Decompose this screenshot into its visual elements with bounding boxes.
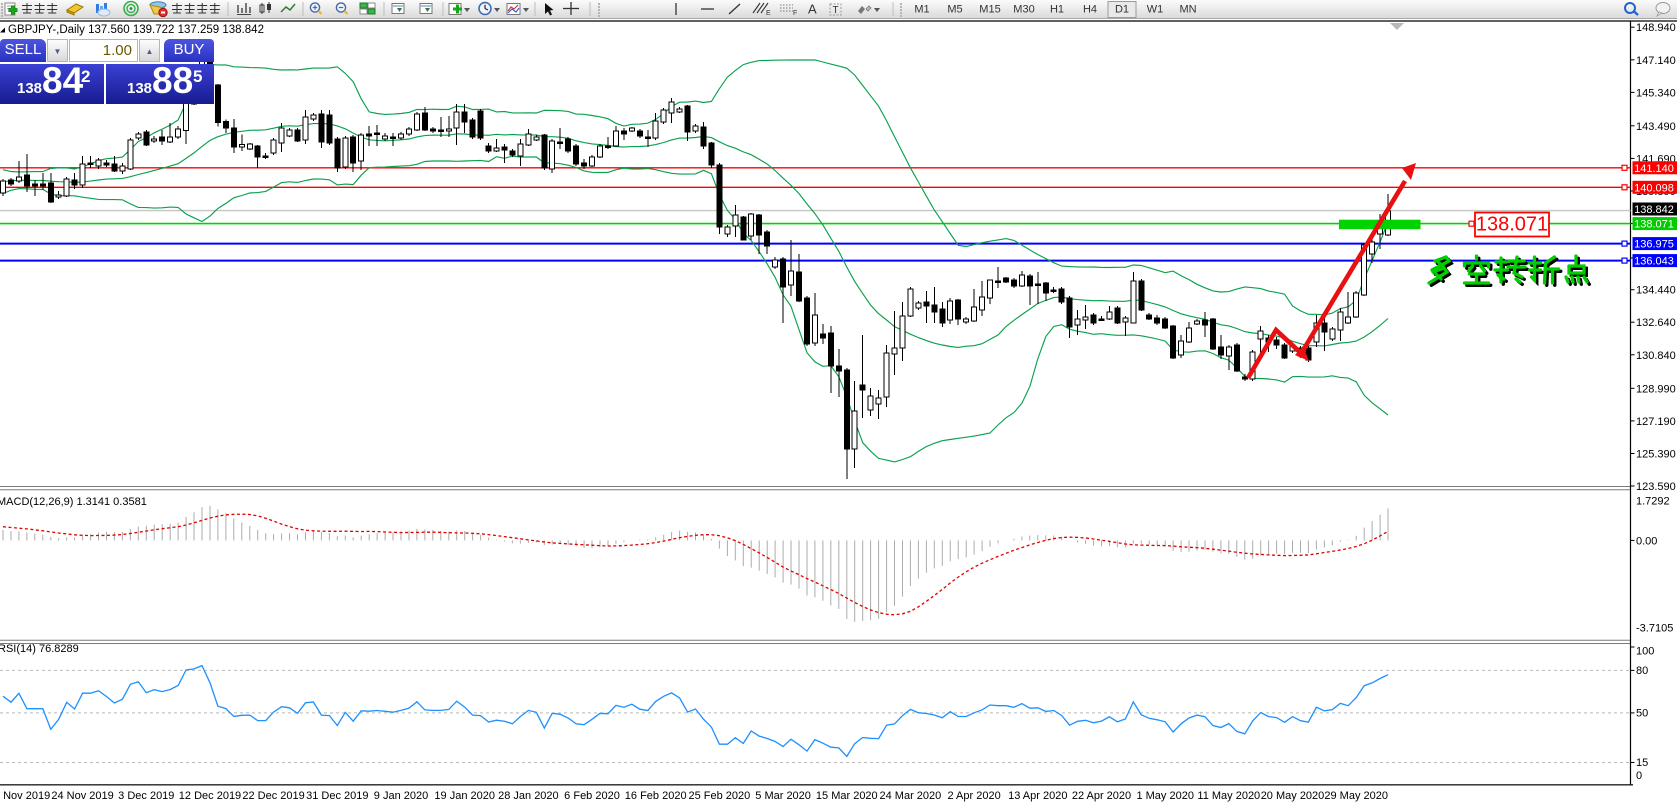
svg-text:138.842: 138.842 bbox=[1634, 204, 1674, 216]
svg-text:100: 100 bbox=[1636, 646, 1654, 658]
svg-text:14 Nov 2019: 14 Nov 2019 bbox=[0, 790, 50, 802]
svg-text:12 Dec 2019: 12 Dec 2019 bbox=[179, 790, 241, 802]
svg-text:145.340: 145.340 bbox=[1636, 87, 1676, 99]
svg-text:128.990: 128.990 bbox=[1636, 383, 1676, 395]
svg-text:E: E bbox=[766, 10, 771, 17]
svg-text:148.940: 148.940 bbox=[1636, 22, 1676, 34]
svg-text:RSI(14) 76.8289: RSI(14) 76.8289 bbox=[0, 643, 79, 655]
svg-text:1 May 2020: 1 May 2020 bbox=[1136, 790, 1193, 802]
svg-text:15 Mar 2020: 15 Mar 2020 bbox=[816, 790, 878, 802]
svg-text:0.00: 0.00 bbox=[1636, 535, 1657, 547]
svg-text:F: F bbox=[793, 10, 797, 17]
svg-text:GBPJPY-,Daily 137.560 139.722: GBPJPY-,Daily 137.560 139.722 137.259 13… bbox=[8, 24, 264, 36]
svg-text:28 Jan 2020: 28 Jan 2020 bbox=[498, 790, 559, 802]
svg-text:136.043: 136.043 bbox=[1634, 256, 1674, 268]
svg-text:16 Feb 2020: 16 Feb 2020 bbox=[625, 790, 687, 802]
svg-text:141.140: 141.140 bbox=[1634, 163, 1674, 175]
svg-text:1.7292: 1.7292 bbox=[1636, 495, 1670, 507]
svg-text:147.140: 147.140 bbox=[1636, 55, 1676, 67]
svg-text:136.975: 136.975 bbox=[1634, 239, 1674, 251]
svg-text:25 Feb 2020: 25 Feb 2020 bbox=[689, 790, 751, 802]
svg-text:3 Dec 2019: 3 Dec 2019 bbox=[118, 790, 174, 802]
svg-text:M15: M15 bbox=[979, 4, 1000, 16]
svg-text:22 Dec 2019: 22 Dec 2019 bbox=[242, 790, 304, 802]
svg-text:13 Apr 2020: 13 Apr 2020 bbox=[1008, 790, 1067, 802]
svg-text:2 Apr 2020: 2 Apr 2020 bbox=[947, 790, 1000, 802]
svg-text:A: A bbox=[808, 2, 817, 17]
svg-text:-3.7105: -3.7105 bbox=[1636, 622, 1673, 634]
svg-text:H1: H1 bbox=[1050, 4, 1064, 16]
svg-text:130.840: 130.840 bbox=[1636, 350, 1676, 362]
svg-text:80: 80 bbox=[1636, 665, 1648, 677]
svg-text:MN: MN bbox=[1179, 4, 1196, 16]
svg-text:123.590: 123.590 bbox=[1636, 481, 1676, 493]
svg-text:H4: H4 bbox=[1083, 4, 1097, 16]
svg-text:138.071: 138.071 bbox=[1634, 219, 1674, 231]
svg-text:24 Nov 2019: 24 Nov 2019 bbox=[51, 790, 113, 802]
svg-text:M30: M30 bbox=[1013, 4, 1034, 16]
svg-text:140.098: 140.098 bbox=[1634, 182, 1674, 194]
svg-text:127.190: 127.190 bbox=[1636, 416, 1676, 428]
svg-text:24 Mar 2020: 24 Mar 2020 bbox=[880, 790, 942, 802]
svg-text:11 May 2020: 11 May 2020 bbox=[1197, 790, 1260, 802]
svg-text:125.390: 125.390 bbox=[1636, 449, 1676, 461]
svg-text:M1: M1 bbox=[914, 4, 929, 16]
svg-text:0: 0 bbox=[1636, 770, 1642, 782]
svg-text:22 Apr 2020: 22 Apr 2020 bbox=[1072, 790, 1131, 802]
svg-text:143.490: 143.490 bbox=[1636, 121, 1676, 133]
svg-text:138.071: 138.071 bbox=[1476, 214, 1548, 236]
svg-text:MACD(12,26,9) 1.3141 0.3581: MACD(12,26,9) 1.3141 0.3581 bbox=[0, 496, 147, 508]
svg-text:9 Jan 2020: 9 Jan 2020 bbox=[374, 790, 428, 802]
svg-text:50: 50 bbox=[1636, 707, 1648, 719]
svg-text:6 Feb 2020: 6 Feb 2020 bbox=[564, 790, 620, 802]
svg-text:15: 15 bbox=[1636, 757, 1648, 769]
svg-text:M5: M5 bbox=[947, 4, 962, 16]
svg-text:D1: D1 bbox=[1115, 4, 1129, 16]
svg-text:T: T bbox=[833, 5, 839, 16]
svg-text:W1: W1 bbox=[1147, 4, 1164, 16]
svg-text:20 May 2020: 20 May 2020 bbox=[1261, 790, 1325, 802]
svg-text:132.640: 132.640 bbox=[1636, 317, 1676, 329]
svg-text:134.440: 134.440 bbox=[1636, 285, 1676, 297]
svg-text:29 May 2020: 29 May 2020 bbox=[1324, 790, 1388, 802]
svg-text:5 Mar 2020: 5 Mar 2020 bbox=[755, 790, 811, 802]
svg-text:31 Dec 2019: 31 Dec 2019 bbox=[306, 790, 368, 802]
svg-text:19 Jan 2020: 19 Jan 2020 bbox=[434, 790, 495, 802]
